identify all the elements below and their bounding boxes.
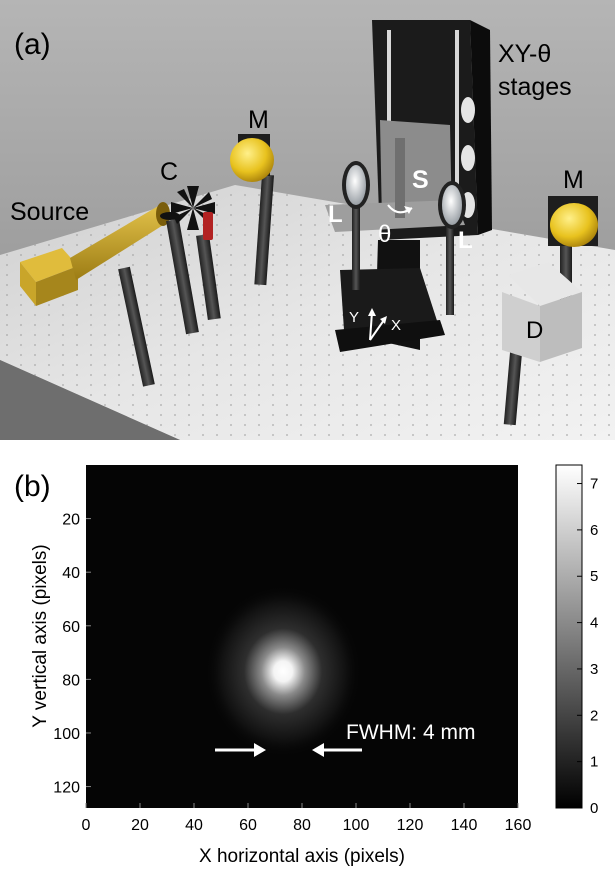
mirror-right-label: M bbox=[563, 166, 584, 194]
chopper-label: C bbox=[160, 158, 178, 186]
lens-left bbox=[342, 161, 370, 290]
x-tick-label: 80 bbox=[293, 817, 311, 834]
colorbar-tick-label: 5 bbox=[590, 568, 598, 585]
xy-axis-indicator: Y X bbox=[349, 308, 401, 341]
stages-label-line1: XY-θ bbox=[498, 40, 551, 68]
y-tick-label: 20 bbox=[62, 512, 80, 529]
colorbar-tick-label: 4 bbox=[590, 615, 598, 632]
y-axis-ticks: 20 40 60 80 100 120 bbox=[53, 512, 91, 797]
x-tick-label: 40 bbox=[185, 817, 203, 834]
colorbar-tick-label: 1 bbox=[590, 754, 598, 771]
mirror-left bbox=[230, 134, 274, 286]
theta-label: θ bbox=[378, 221, 391, 248]
panel-b-label: (b) bbox=[14, 470, 51, 503]
y-tick-label: 100 bbox=[53, 726, 80, 743]
colorbar-tick-label: 2 bbox=[590, 707, 598, 724]
x-tick-label: 100 bbox=[343, 817, 370, 834]
chopper-wheel bbox=[171, 186, 221, 321]
source-label: Source bbox=[10, 198, 89, 226]
y-axis-label: Y vertical axis (pixels) bbox=[30, 544, 51, 727]
fwhm-label: FWHM: 4 mm bbox=[346, 721, 475, 744]
colorbar: 0 1 2 3 4 5 6 7 bbox=[555, 464, 598, 817]
x-axis-ticks: 0 20 40 60 80 100 120 140 160 bbox=[82, 803, 532, 834]
y-tick-label: 120 bbox=[53, 780, 80, 797]
mirror-right bbox=[548, 196, 598, 300]
beam-profile-panel: (b) 0 20 40 60 80 100 120 140 160 20406080100120… bbox=[14, 464, 598, 867]
x-tick-label: 20 bbox=[131, 817, 149, 834]
x-tick-label: 0 bbox=[82, 817, 91, 834]
x-tick-label: 120 bbox=[397, 817, 424, 834]
sample-label: S bbox=[412, 166, 429, 194]
x-tick-label: 140 bbox=[451, 817, 478, 834]
beam-glow bbox=[205, 585, 362, 758]
colorbar-tick-label: 3 bbox=[590, 661, 598, 678]
axis-y-label: Y bbox=[349, 309, 359, 326]
y-tick-label: 40 bbox=[62, 565, 80, 582]
panel-a-label: (a) bbox=[14, 28, 51, 61]
setup-diagram-panel: (a) Source C M XY-θ stages M S L L θ D Y… bbox=[0, 0, 615, 440]
colorbar-gradient bbox=[555, 464, 583, 809]
x-tick-label: 160 bbox=[505, 817, 532, 834]
detector bbox=[502, 262, 582, 426]
colorbar-tick-label: 6 bbox=[590, 522, 598, 539]
x-axis-label: X horizontal axis (pixels) bbox=[199, 846, 405, 867]
x-tick-label: 60 bbox=[239, 817, 257, 834]
lens-right bbox=[438, 181, 466, 315]
optical-table bbox=[0, 185, 615, 440]
source-emitter bbox=[20, 202, 170, 387]
detector-label: D bbox=[526, 317, 543, 344]
lens-right-label: L bbox=[458, 227, 473, 254]
mirror-left-label: M bbox=[248, 106, 269, 134]
colorbar-tick-label: 7 bbox=[590, 476, 598, 493]
heatmap-plot bbox=[86, 465, 518, 808]
colorbar-tick-label: 0 bbox=[590, 800, 598, 817]
y-tick-label: 60 bbox=[62, 619, 80, 636]
stages-label-line2: stages bbox=[498, 73, 572, 101]
axis-x-label: X bbox=[391, 317, 401, 334]
colorbar-ticks: 0 1 2 3 4 5 6 7 bbox=[577, 476, 598, 817]
lens-left-label: L bbox=[328, 201, 343, 228]
fwhm-annotation: FWHM: 4 mm bbox=[215, 721, 475, 757]
y-tick-label: 80 bbox=[62, 672, 80, 689]
